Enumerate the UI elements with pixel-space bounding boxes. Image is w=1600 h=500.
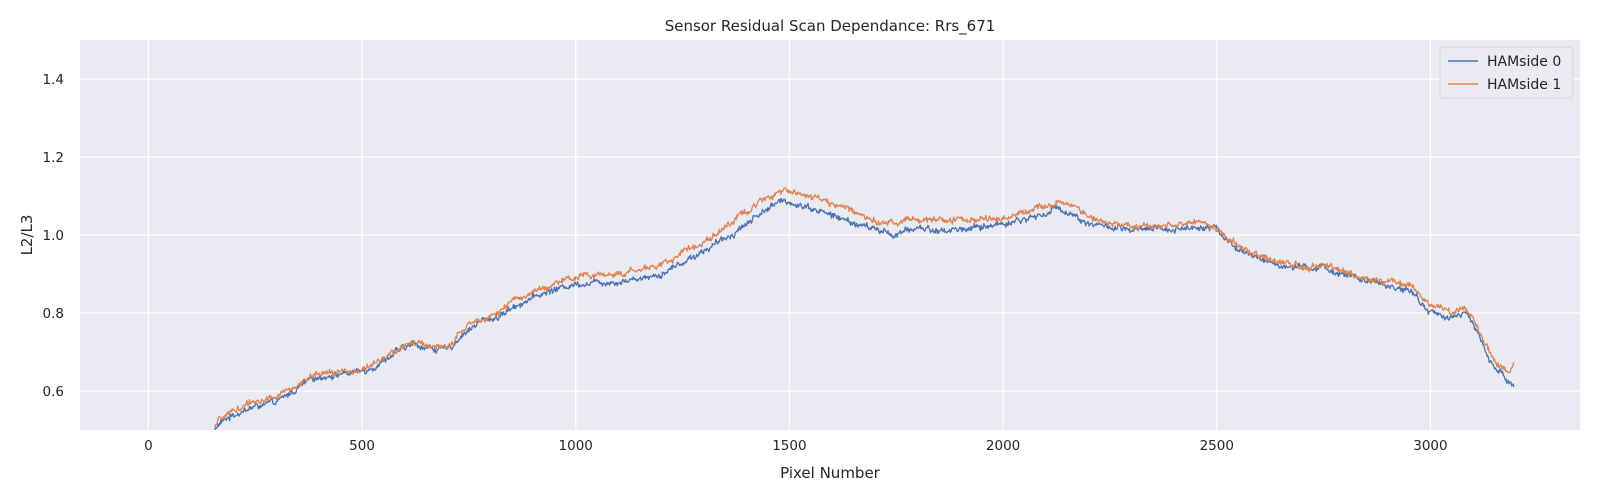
chart-title: Sensor Residual Scan Dependance: Rrs_671 (665, 17, 996, 36)
x-tick-label: 1000 (559, 438, 593, 454)
series-layer (213, 187, 1515, 430)
x-tick-label: 1500 (772, 438, 806, 454)
y-tick-label: 0.6 (43, 384, 64, 400)
x-tick-label: 0 (144, 438, 153, 454)
x-tick-label: 2500 (1200, 438, 1234, 454)
y-tick-label: 0.8 (43, 306, 64, 322)
y-axis-label: L2/L3 (18, 215, 36, 256)
legend-box (1439, 46, 1574, 99)
x-tick-label: 2000 (986, 438, 1020, 454)
y-tick-label: 1.4 (43, 72, 64, 88)
y-tick-label: 1.2 (43, 150, 64, 166)
x-axis-label: Pixel Number (780, 464, 881, 482)
legend: HAMside 0 HAMside 1 (1439, 46, 1574, 99)
legend-label-hamside-0: HAMside 0 (1487, 54, 1561, 70)
x-tick-label: 3000 (1413, 438, 1447, 454)
x-tick-label: 500 (349, 438, 375, 454)
y-tick-label: 1.0 (43, 228, 64, 244)
legend-label-hamside-1: HAMside 1 (1487, 77, 1561, 93)
series-line-hamside-1 (213, 187, 1515, 428)
tick-labels: 0 500 1000 1500 2000 2500 3000 0.6 0.8 1.0 1.2 1.4 (43, 72, 1448, 454)
grid-lines (80, 40, 1580, 430)
